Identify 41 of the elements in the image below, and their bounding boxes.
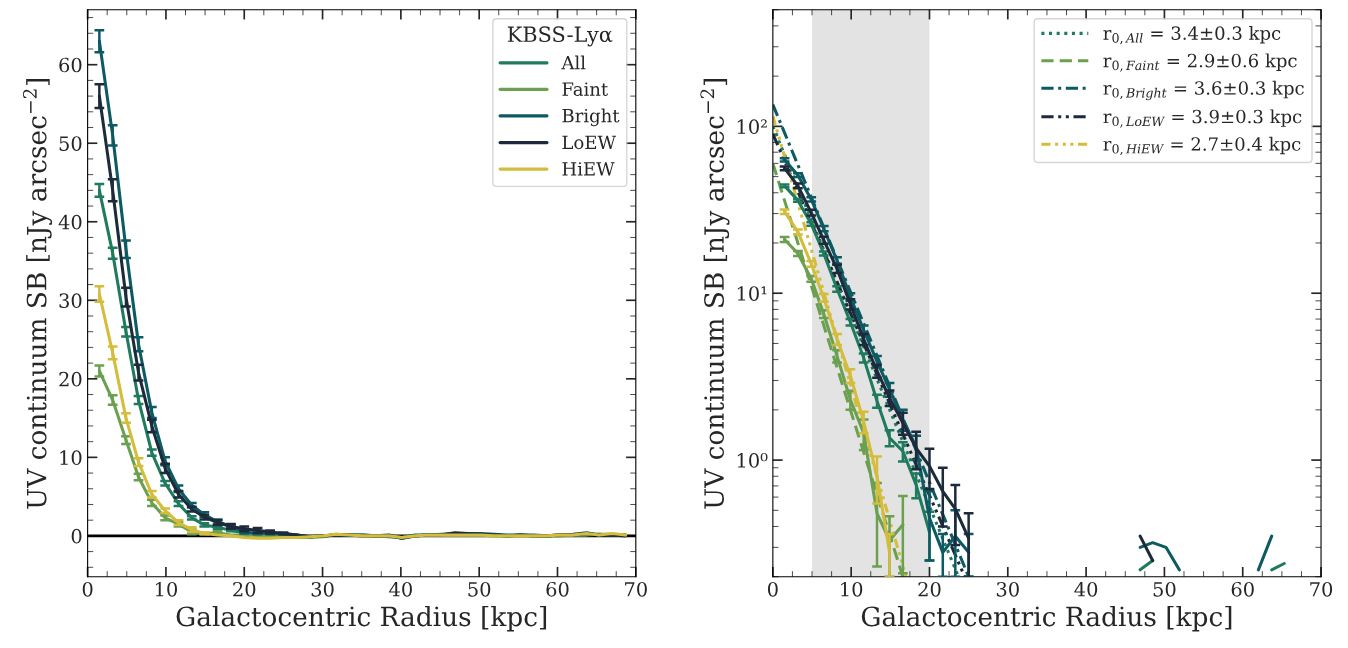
x-tick-label: 60 (1231, 581, 1254, 597)
x-tick-label: 70 (1310, 581, 1333, 597)
x-axis-title: Galactocentric Radius [kpc] (176, 605, 547, 632)
x-tick-label: 40 (1074, 581, 1098, 597)
x-tick-label: 30 (996, 581, 1019, 597)
x-tick-label: 50 (468, 581, 491, 597)
x-tick-label: 70 (625, 581, 647, 597)
y-tick-label: 40 (58, 214, 82, 230)
legend-label: All (561, 55, 586, 70)
y-tick-label: 10¹ (737, 286, 767, 301)
y-tick-label: 10⁰ (737, 453, 768, 468)
x-tick-label: 50 (1153, 581, 1176, 597)
legend-label: HiEW (562, 162, 615, 176)
x-tick-label: 10 (841, 581, 863, 597)
legend-label: r$_{0,Faint}$ = 2.9±0.6 kpc (1103, 53, 1297, 72)
y-axis-title: UV continuum SB [nJy arcsec$^{−2}$] (700, 78, 730, 509)
y-tick-label: 0 (71, 528, 82, 544)
x-tick-label: 20 (918, 581, 941, 597)
legend-label: r$_{0,HiEW}$ = 2.7±0.4 kpc (1103, 136, 1301, 156)
x-tick-label: 20 (233, 581, 256, 597)
x-tick-label: 40 (389, 581, 412, 597)
y-tick-label: 60 (59, 57, 82, 73)
x-axis-title: Galactocentric Radius [kpc] (861, 605, 1232, 632)
legend-label: Faint (562, 82, 609, 96)
x-tick-label: 30 (311, 581, 334, 597)
x-tick-label: 60 (546, 581, 569, 597)
y-tick-label: 10² (737, 119, 767, 135)
legend-label: r$_{0,Bright}$ = 3.6±0.3 kpc (1103, 80, 1304, 101)
legend-label: Bright (562, 108, 620, 127)
legend-label: LoEW (562, 135, 616, 150)
y-tick-label: 50 (59, 136, 82, 151)
x-tick-label: 10 (155, 581, 178, 597)
y-axis-title: UV continuum SB [nJy arcsec$^{−2}$] (22, 78, 53, 509)
y-tick-label: 10 (60, 450, 82, 466)
legend-label: r$_{0,All}$ = 3.4±0.3 kpc (1103, 25, 1281, 45)
legend-label: r$_{0,LoEW}$ = 3.9±0.3 kpc (1103, 109, 1302, 128)
y-tick-label: 30 (59, 293, 82, 308)
legend-title: KBSS-Lyα (507, 26, 613, 47)
y-tick-label: 20 (59, 371, 82, 387)
x-tick-label: 0 (82, 581, 93, 597)
x-tick-label: 0 (767, 581, 778, 597)
